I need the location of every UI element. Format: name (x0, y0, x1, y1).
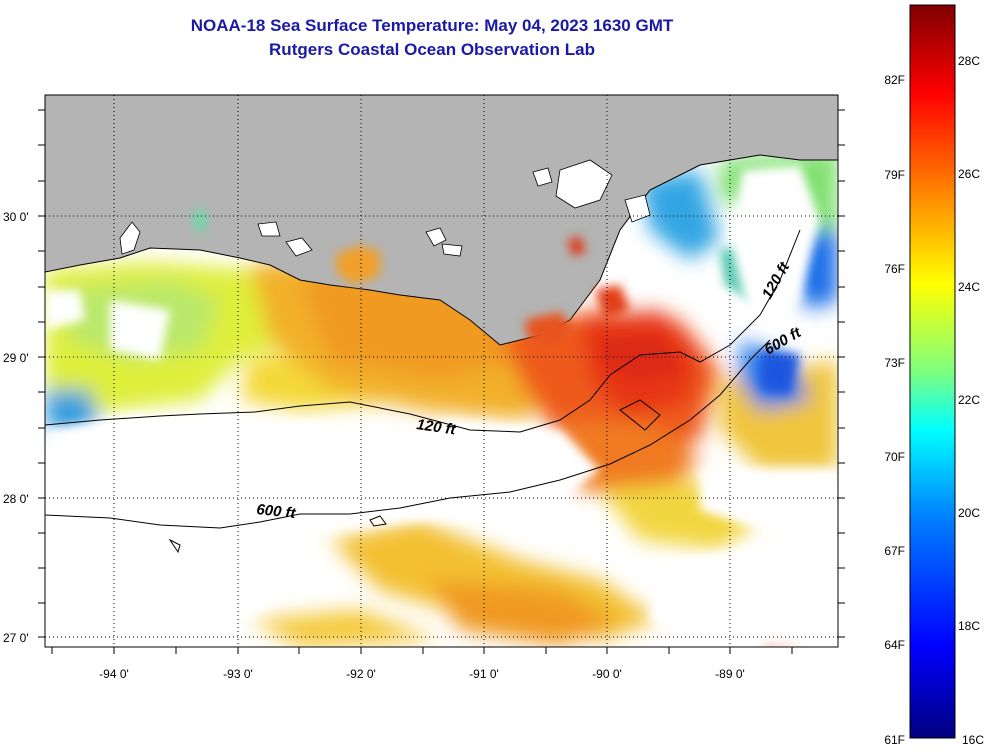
colorbar-label-73f: 73F (884, 356, 905, 370)
lat-label-30: 30 0' (3, 210, 29, 224)
lon-label-91: -91 0' (469, 667, 499, 681)
lon-label-93: -93 0' (223, 667, 253, 681)
colorbar-label-26c: 26C (958, 167, 980, 181)
contour-600ft (45, 339, 771, 529)
contour-120ft (45, 229, 801, 433)
lat-label-29: 29 0' (3, 351, 29, 365)
colorbar: 82F 79F 76F 73F 70F 67F 64F 61F 28C 26C … (884, 4, 984, 747)
bathymetry-contours (45, 229, 801, 554)
map-frame (44, 94, 839, 648)
contour-label-120ft-west: 120 ft (415, 416, 457, 438)
colorbar-label-28c: 28C (958, 54, 980, 68)
colorbar-label-76f: 76F (884, 262, 905, 276)
colorbar-label-79f: 79F (884, 168, 905, 182)
lon-label-92: -92 0' (346, 667, 376, 681)
colorbar-label-70f: 70F (884, 450, 905, 464)
axis-ticks (38, 109, 845, 654)
colorbar-label-16c: 16C (962, 733, 984, 747)
lat-label-28: 28 0' (3, 492, 29, 506)
inland-lakes (119, 159, 651, 257)
map-plot-area: 120 ft 600 ft 120 ft 600 ft (45, 95, 838, 647)
land-mask (45, 95, 838, 346)
colorbar-label-24c: 24C (958, 280, 980, 294)
graticule (45, 95, 838, 647)
coastal-marsh (192, 208, 630, 345)
colorbar-label-18c: 18C (958, 619, 980, 633)
lat-label-27: 27 0' (3, 631, 29, 645)
colorbar-label-61f: 61F (884, 733, 905, 747)
colorbar-ramp (909, 4, 956, 739)
colorbar-label-82f: 82F (884, 73, 905, 87)
map-subtitle: Rutgers Coastal Ocean Observation Lab (269, 40, 595, 59)
colorbar-label-67f: 67F (884, 544, 905, 558)
lon-label-89: -89 0' (715, 667, 745, 681)
lon-label-94: -94 0' (99, 667, 129, 681)
colorbar-label-22c: 22C (958, 393, 980, 407)
lon-label-90: -90 0' (592, 667, 622, 681)
map-title: NOAA-18 Sea Surface Temperature: May 04,… (190, 16, 674, 35)
contour-label-600ft-west: 600 ft (256, 501, 298, 522)
colorbar-label-20c: 20C (958, 506, 980, 520)
colorbar-label-64f: 64F (884, 638, 905, 652)
